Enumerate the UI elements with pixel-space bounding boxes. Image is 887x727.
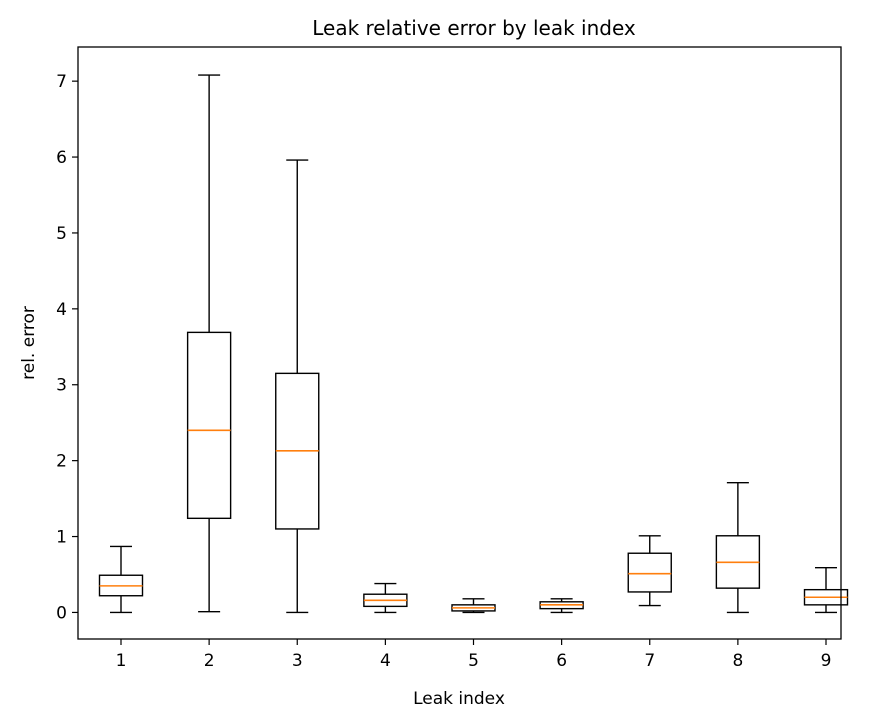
- iqr-box: [186, 331, 232, 520]
- x-tick-label: 8: [732, 651, 743, 671]
- box-4: [363, 582, 408, 614]
- box-2: [186, 74, 232, 613]
- y-tick-label: 4: [56, 300, 67, 320]
- x-tick-label: 7: [644, 651, 655, 671]
- box-8: [715, 481, 761, 614]
- iqr-box: [627, 552, 672, 593]
- y-axis: 0 1 2 3 4 5 6 7: [56, 72, 78, 623]
- y-tick-label: 1: [56, 528, 67, 548]
- y-tick-label: 6: [56, 148, 67, 168]
- x-tick-label: 4: [380, 651, 391, 671]
- y-tick-label: 3: [56, 376, 67, 396]
- box-1: [98, 545, 144, 614]
- x-tick-label: 9: [821, 651, 832, 671]
- y-tick-label: 0: [56, 603, 67, 623]
- box-9: [803, 566, 849, 614]
- box-3: [275, 159, 320, 614]
- y-axis-label: rel. error: [19, 306, 39, 380]
- x-tick-label: 1: [116, 651, 127, 671]
- x-axis: 1 2 3 4 5 6 7 8 9: [116, 639, 832, 671]
- y-tick-label: 2: [56, 452, 67, 472]
- y-tick-label: 7: [56, 72, 67, 92]
- plot-area: [98, 74, 849, 614]
- box-6: [539, 598, 584, 614]
- x-axis-label: Leak index: [413, 689, 505, 709]
- x-tick-label: 3: [292, 651, 303, 671]
- box-7: [627, 535, 672, 607]
- box-5: [451, 598, 496, 614]
- x-tick-label: 6: [556, 651, 567, 671]
- x-tick-label: 2: [204, 651, 215, 671]
- plot-frame: [77, 46, 842, 640]
- chart-title: Leak relative error by leak index: [312, 16, 636, 40]
- y-tick-label: 5: [56, 224, 67, 244]
- x-tick-label: 5: [468, 651, 479, 671]
